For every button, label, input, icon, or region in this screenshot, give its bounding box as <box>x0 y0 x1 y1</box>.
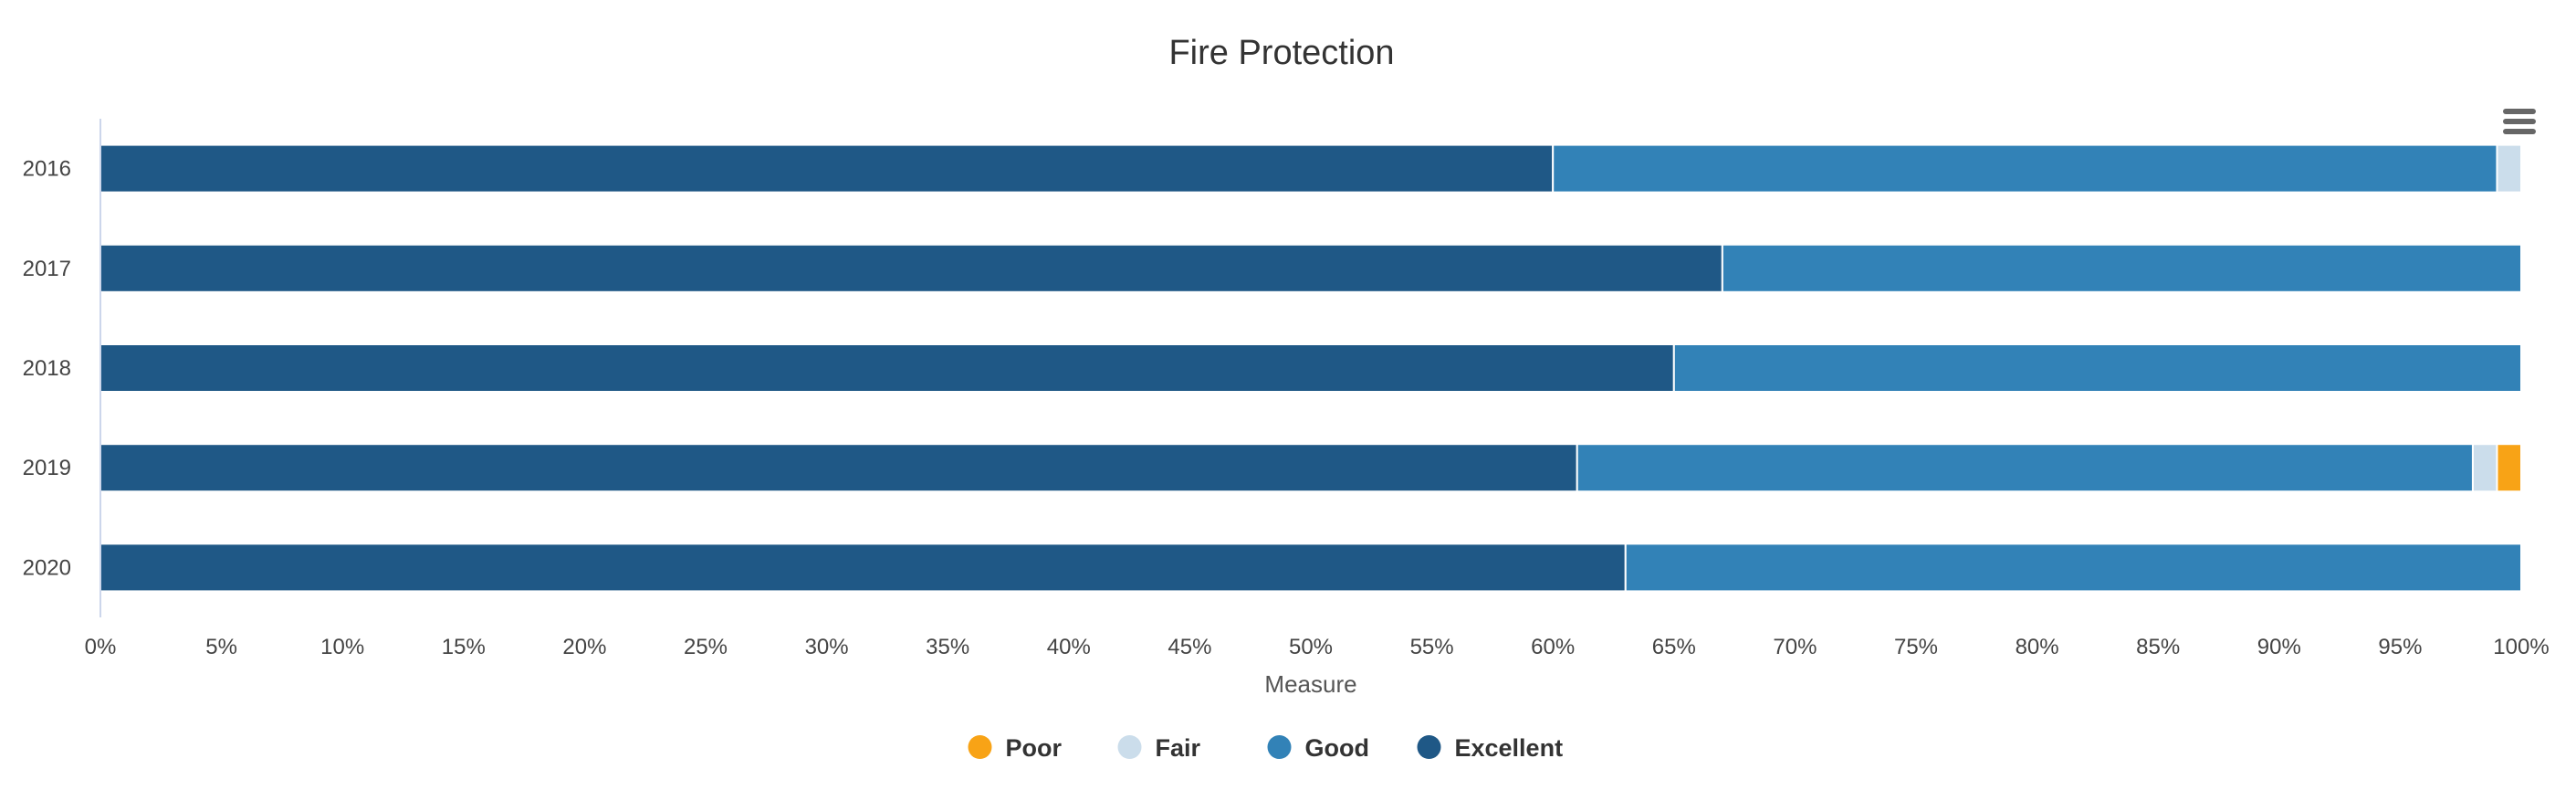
bar-segment-good-2018[interactable] <box>1672 343 2523 393</box>
legend-marker-good <box>1267 735 1292 759</box>
y-axis: 2016 2017 2018 2019 2020 <box>23 119 101 617</box>
x-tick-label: 20% <box>562 635 606 659</box>
x-tick-label: 80% <box>2016 635 2059 659</box>
legend-label-fair: Fair <box>1156 734 1201 762</box>
y-tick-label: 2018 <box>23 356 71 381</box>
legend-marker-excellent <box>1417 735 1441 759</box>
y-tick-label: 2020 <box>23 555 71 580</box>
bar-segment-excellent-2017[interactable] <box>99 243 1723 293</box>
bar-segment-excellent-2020[interactable] <box>99 542 1627 593</box>
legend-item-excellent[interactable]: Excellent <box>1417 734 1564 762</box>
y-tick-label: 2017 <box>23 257 71 281</box>
x-tick-label: 35% <box>926 635 969 659</box>
bar-segment-good-2019[interactable] <box>1576 443 2474 493</box>
x-tick-label: 60% <box>1531 635 1575 659</box>
x-tick-label: 90% <box>2257 635 2301 659</box>
hamburger-menu-icon[interactable] <box>2503 109 2536 134</box>
legend-item-poor[interactable]: Poor <box>968 734 1063 762</box>
bar-segment-poor-2019[interactable] <box>2496 443 2522 493</box>
x-tick-label: 5% <box>205 635 237 659</box>
bar-segment-excellent-2018[interactable] <box>99 343 1675 393</box>
bar-segment-good-2020[interactable] <box>1624 542 2522 593</box>
bar-segment-good-2016[interactable] <box>1552 143 2498 194</box>
legend: Poor Fair Good Excellent <box>968 734 1564 762</box>
legend-item-fair[interactable]: Fair <box>1117 734 1201 762</box>
x-tick-label: 75% <box>1894 635 1938 659</box>
x-tick-label: 10% <box>320 635 364 659</box>
legend-label-poor: Poor <box>1006 734 1063 762</box>
chart-menu-button[interactable] <box>2501 106 2538 137</box>
x-tick-label: 30% <box>805 635 849 659</box>
x-tick-label: 15% <box>442 635 486 659</box>
x-tick-label: 55% <box>1410 635 1454 659</box>
legend-label-good: Good <box>1305 734 1369 762</box>
legend-item-good[interactable]: Good <box>1267 734 1369 762</box>
bar-segment-fair-2019[interactable] <box>2471 443 2498 493</box>
x-tick-label: 25% <box>684 635 728 659</box>
bar-segment-excellent-2016[interactable] <box>99 143 1555 194</box>
y-tick-label: 2016 <box>23 157 71 182</box>
y-tick-label: 2019 <box>23 456 71 480</box>
chart-title: Fire Protection <box>1168 34 1394 72</box>
x-tick-label: 65% <box>1652 635 1696 659</box>
x-tick-label: 45% <box>1168 635 1211 659</box>
plot-area <box>99 143 2523 593</box>
x-tick-label: 100% <box>2493 635 2549 659</box>
x-tick-label: 70% <box>1773 635 1817 659</box>
x-tick-label: 95% <box>2378 635 2422 659</box>
x-tick-label: 40% <box>1047 635 1091 659</box>
x-axis-label: Measure <box>1264 670 1356 698</box>
bar-segment-good-2017[interactable] <box>1721 243 2522 293</box>
x-tick-label: 85% <box>2136 635 2180 659</box>
legend-marker-poor <box>968 735 992 759</box>
legend-marker-fair <box>1117 735 1142 759</box>
x-tick-label: 50% <box>1289 635 1333 659</box>
legend-label-excellent: Excellent <box>1455 734 1564 762</box>
x-axis: 0% 5% 10% 15% 20% 25% 30% 35% 40% 45% 50% 55% 60% 65%… <box>85 635 2550 659</box>
bar-segment-fair-2016[interactable] <box>2496 143 2522 194</box>
x-tick-label: 0% <box>85 635 117 659</box>
bar-segment-excellent-2019[interactable] <box>99 443 1578 493</box>
